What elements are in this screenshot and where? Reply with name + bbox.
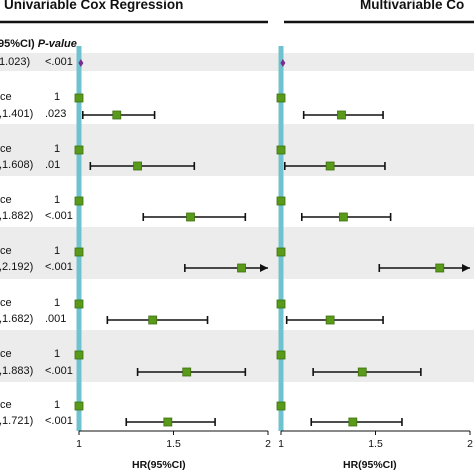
row-label: ce bbox=[0, 348, 12, 360]
hr-marker bbox=[74, 299, 84, 309]
ci-header: 95%CI) bbox=[0, 38, 35, 50]
hr-marker bbox=[74, 350, 84, 360]
hr-marker bbox=[186, 212, 195, 222]
hr-marker bbox=[348, 417, 358, 427]
column-header: 95%CI) P-value bbox=[0, 38, 77, 50]
p-value: <.001 bbox=[45, 56, 73, 68]
hr-diamond bbox=[280, 59, 286, 67]
hr-marker bbox=[237, 263, 246, 273]
hr-marker bbox=[276, 350, 286, 360]
hr-marker bbox=[357, 367, 367, 377]
p-value: 1 bbox=[54, 399, 61, 411]
hr-marker bbox=[182, 367, 192, 377]
x-tick-label: 1.5 bbox=[166, 438, 181, 450]
hr-marker bbox=[74, 93, 84, 103]
hr-marker bbox=[338, 212, 348, 222]
row-label: ce bbox=[0, 297, 12, 309]
x-tick-label: 1 bbox=[76, 438, 82, 450]
hr-marker bbox=[276, 247, 286, 257]
hr-marker bbox=[325, 161, 335, 171]
ci-text: ,1.401) bbox=[0, 108, 34, 120]
p-value-header: P-value bbox=[37, 38, 77, 50]
hr-marker bbox=[74, 196, 84, 206]
x-tick-label: 1 bbox=[278, 438, 284, 450]
ci-text: ,1.721) bbox=[0, 415, 34, 427]
p-value: 1 bbox=[54, 143, 61, 155]
row-label: ce bbox=[0, 399, 12, 411]
hr-marker bbox=[276, 401, 286, 411]
p-value: <.001 bbox=[45, 210, 73, 222]
x-tick-label: 1.5 bbox=[368, 438, 383, 450]
row-label: ce bbox=[0, 91, 12, 103]
p-value: 1 bbox=[54, 194, 61, 206]
ci-arrow bbox=[462, 264, 470, 272]
row-label: ce bbox=[0, 143, 12, 155]
hr-marker bbox=[148, 315, 158, 325]
ci-text: ,1.883) bbox=[0, 365, 34, 377]
p-value: <.001 bbox=[45, 415, 73, 427]
p-value: .01 bbox=[45, 159, 61, 171]
x-tick-label: 2 bbox=[265, 438, 271, 450]
hr-marker bbox=[74, 145, 84, 155]
hr-marker bbox=[325, 315, 335, 325]
x-tick-label: 2 bbox=[467, 438, 473, 450]
univariable-title: Univariable Cox Regression bbox=[4, 0, 184, 12]
multivariable-title: Multivariable Co bbox=[360, 0, 465, 12]
hr-marker bbox=[276, 93, 286, 103]
hr-marker bbox=[276, 196, 286, 206]
p-value: <.001 bbox=[45, 261, 73, 273]
hr-marker bbox=[74, 401, 84, 411]
p-value: <.001 bbox=[45, 365, 73, 377]
p-value: .001 bbox=[45, 313, 67, 325]
hr-marker bbox=[163, 417, 173, 427]
ci-text: ,1.882) bbox=[0, 210, 34, 222]
ci-text: ,2.192) bbox=[0, 261, 34, 273]
row-label: ce bbox=[0, 194, 12, 206]
row-label: ce bbox=[0, 245, 12, 257]
hr-marker bbox=[112, 110, 122, 120]
hr-marker bbox=[337, 110, 346, 120]
x-axis-label-right: HR(95%CI) bbox=[343, 459, 397, 471]
p-value: .023 bbox=[45, 108, 67, 120]
hr-diamond bbox=[78, 59, 84, 67]
p-value: 1 bbox=[54, 297, 61, 309]
p-value: 1 bbox=[54, 245, 61, 257]
ci-text: ,1.682) bbox=[0, 313, 34, 325]
hr-marker bbox=[133, 161, 142, 171]
p-value: 1 bbox=[54, 348, 61, 360]
ci-text: ,1.608) bbox=[0, 159, 34, 171]
hr-marker bbox=[74, 247, 84, 257]
ci-text: 1.023) bbox=[0, 56, 31, 68]
row-band bbox=[0, 53, 474, 71]
hr-marker bbox=[435, 263, 445, 273]
p-value: 1 bbox=[54, 91, 61, 103]
hr-marker bbox=[276, 299, 286, 309]
x-axis-label-left: HR(95%CI) bbox=[132, 459, 186, 471]
ci-arrow bbox=[260, 264, 268, 272]
hr-marker bbox=[276, 145, 286, 155]
